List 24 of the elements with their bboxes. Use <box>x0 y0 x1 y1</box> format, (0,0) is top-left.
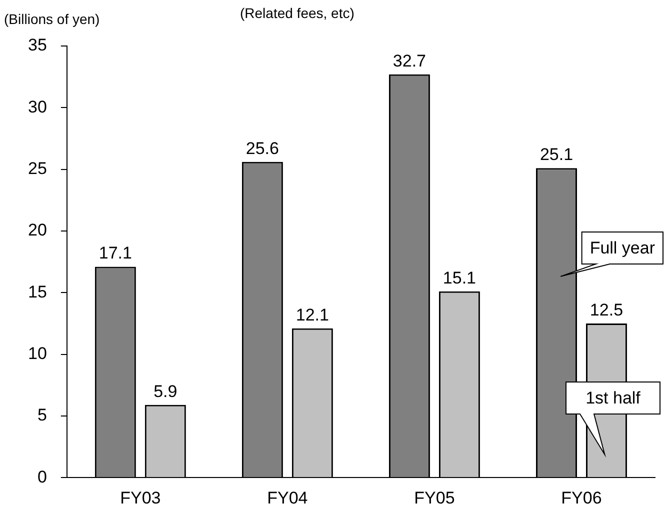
data-label: 5.9 <box>154 382 178 401</box>
data-label: 17.1 <box>98 244 132 263</box>
data-label: 15.1 <box>442 268 476 288</box>
y-tick-label: 30 <box>28 97 47 116</box>
chart-title: (Related fees, etc) <box>240 5 354 21</box>
y-tick-label: 5 <box>37 406 47 425</box>
y-tick-label: 25 <box>28 159 47 178</box>
x-tick-label: FY05 <box>414 488 455 508</box>
y-tick-label: 15 <box>28 282 47 302</box>
data-label: 12.1 <box>296 305 329 324</box>
data-label: 12.5 <box>590 300 624 320</box>
y-tick-label: 35 <box>28 36 47 55</box>
series-label: 1st half <box>586 388 641 408</box>
series-label: Full year <box>590 238 656 258</box>
x-tick-label: FY03 <box>120 488 161 508</box>
y-tick-label: 10 <box>28 344 47 363</box>
data-label: 32.7 <box>392 51 426 70</box>
x-tick-label: FY06 <box>561 488 602 508</box>
x-tick-label: FY04 <box>267 488 308 508</box>
data-label: 25.6 <box>246 138 279 158</box>
y-axis-title: (Billions of yen) <box>4 11 100 27</box>
y-tick-label: 20 <box>28 220 47 240</box>
y-tick-label: 0 <box>37 467 47 486</box>
data-label: 25.1 <box>540 145 574 164</box>
